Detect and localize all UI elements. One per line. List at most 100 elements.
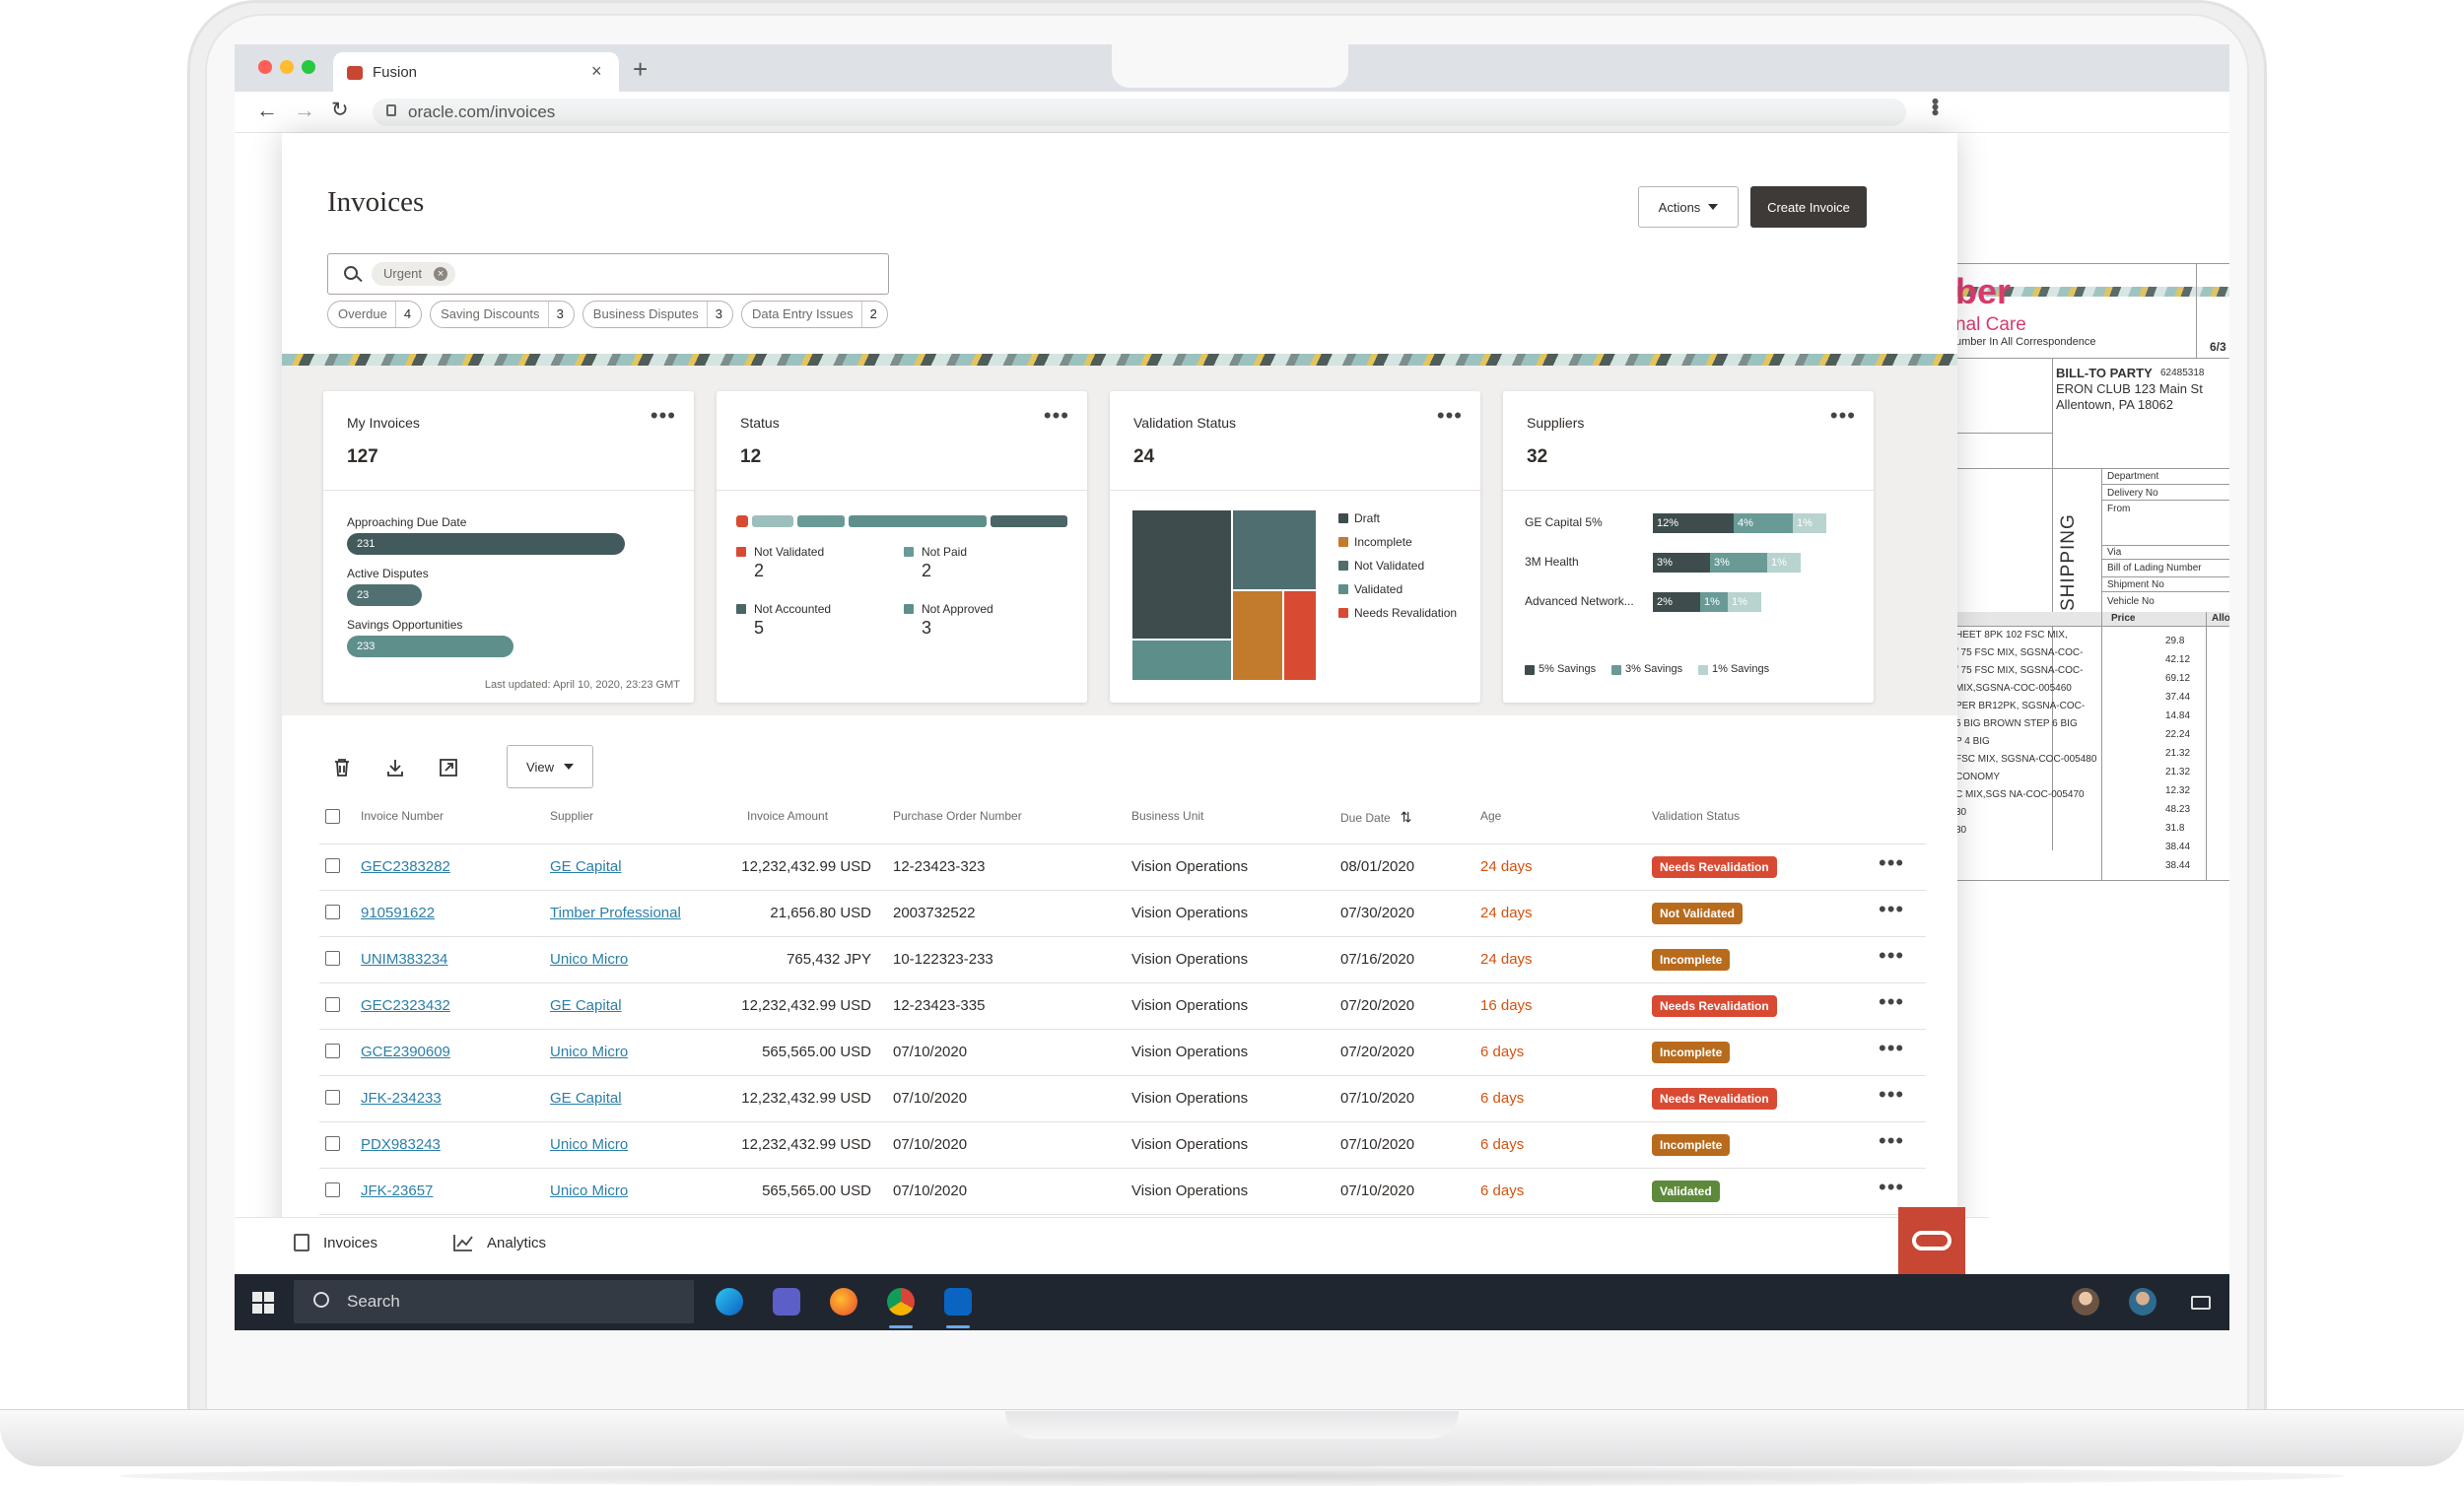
url-field[interactable]: oracle.com/invoices [373,99,1906,126]
export-icon[interactable] [438,757,459,778]
supplier-bar-segment[interactable]: 1% [1700,592,1728,612]
col-po-number[interactable]: Purchase Order Number [893,809,1022,823]
row-checkbox[interactable] [325,1182,340,1197]
invoice-number-link[interactable]: 910591622 [361,905,436,921]
windows-start-icon[interactable] [252,1292,274,1314]
supplier-bar-segment[interactable]: 12% [1653,513,1734,533]
teams-icon[interactable] [773,1288,800,1316]
suppliers-card[interactable]: Suppliers 32 ••• GE Capital 5% 12% 4% 1% 3M … [1503,391,1874,703]
outlook-icon[interactable] [944,1288,972,1316]
row-actions-icon[interactable]: ••• [1879,989,1905,1014]
actions-button[interactable]: Actions [1638,186,1739,228]
row-actions-icon[interactable]: ••• [1879,1036,1905,1060]
browser-tab[interactable]: Fusion × [333,52,619,92]
taskbar-search-input[interactable]: Search [294,1280,694,1323]
invoice-number-link[interactable]: UNIM383234 [361,951,448,968]
chrome-icon[interactable] [887,1288,915,1316]
supplier-link[interactable]: Unico Micro [550,951,629,968]
col-validation-status[interactable]: Validation Status [1652,809,1741,823]
filter-chip[interactable]: Overdue 4 [327,301,423,328]
table-row[interactable]: JFK-234233 GE Capital 12,232,432.99 USD 07/… [319,1076,1926,1122]
oracle-assistant-button[interactable] [1898,1207,1965,1274]
table-row[interactable]: GEC2383282 GE Capital 12,232,432.99 USD 12-… [319,844,1926,891]
row-checkbox[interactable] [325,1044,340,1058]
invoice-number-link[interactable]: JFK-234233 [361,1090,442,1107]
row-actions-icon[interactable]: ••• [1879,850,1905,875]
forward-arrow-icon[interactable]: → [294,98,315,122]
urgent-filter-chip[interactable]: Urgent × [372,262,456,286]
table-row[interactable]: GEC2323432 GE Capital 12,232,432.99 USD 12-… [319,983,1926,1030]
invoice-number-link[interactable]: GCE2390609 [361,1044,450,1060]
table-row[interactable]: PDX983243 Unico Micro 12,232,432.99 USD 07/… [319,1122,1926,1169]
supplier-link[interactable]: Timber Professional [550,905,681,921]
supplier-bar-segment[interactable]: 1% [1728,592,1761,612]
validation-status-card[interactable]: Validation Status 24 ••• Draft Incomplete… [1110,391,1480,703]
download-icon[interactable] [384,757,406,778]
col-age[interactable]: Age [1480,809,1502,823]
close-window-button[interactable] [258,60,272,74]
supplier-bar-segment[interactable]: 4% [1734,513,1793,533]
row-checkbox[interactable] [325,905,340,919]
invoice-number-link[interactable]: GEC2383282 [361,858,450,875]
row-checkbox[interactable] [325,1090,340,1105]
select-all-checkbox[interactable] [325,809,340,824]
status-card[interactable]: Status 12 ••• Not Validated 2 Not Paid 2 Not… [717,391,1087,703]
filter-chip[interactable]: Saving Discounts 3 [430,301,575,328]
table-row[interactable]: JFK-23657 Unico Micro 565,565.00 USD 07/10/… [319,1169,1926,1215]
more-options-icon[interactable]: ••• [1043,403,1069,428]
invoice-number-link[interactable]: GEC2323432 [361,997,450,1014]
minimize-window-button[interactable] [280,60,294,74]
tab-close-icon[interactable]: × [591,61,602,81]
clear-chip-icon[interactable]: × [434,267,448,281]
firefox-icon[interactable] [830,1288,857,1316]
row-actions-icon[interactable]: ••• [1879,943,1905,968]
avatar[interactable] [2072,1288,2099,1316]
more-options-icon[interactable]: ••• [1829,403,1856,428]
supplier-link[interactable]: GE Capital [550,997,622,1014]
new-tab-button[interactable]: + [633,54,649,84]
row-checkbox[interactable] [325,858,340,873]
more-options-icon[interactable]: ••• [1436,403,1463,428]
reload-icon[interactable]: ↻ [331,99,349,121]
supplier-link[interactable]: GE Capital [550,858,622,875]
nav-analytics[interactable]: Analytics [453,1234,546,1251]
col-invoice-amount[interactable]: Invoice Amount [747,809,829,823]
supplier-bar-segment[interactable]: 1% [1793,513,1826,533]
invoice-number-link[interactable]: PDX983243 [361,1136,441,1153]
invoice-number-link[interactable]: JFK-23657 [361,1182,434,1199]
col-supplier[interactable]: Supplier [550,809,594,823]
notifications-icon[interactable] [2191,1296,2211,1310]
view-menu-button[interactable]: View [507,745,593,788]
nav-invoices[interactable]: Invoices [294,1234,377,1251]
col-business-unit[interactable]: Business Unit [1131,809,1204,823]
supplier-link[interactable]: GE Capital [550,1090,622,1107]
browser-menu-icon[interactable]: ••• [1923,98,1948,115]
maximize-window-button[interactable] [302,60,315,74]
bar-value[interactable]: 231 [347,533,625,555]
table-row[interactable]: 910591622 Timber Professional 21,656.80 US… [319,891,1926,937]
supplier-bar-segment[interactable]: 1% [1767,553,1801,573]
my-invoices-card[interactable]: My Invoices 127 ••• Approaching Due Date… [323,391,694,703]
supplier-link[interactable]: Unico Micro [550,1136,629,1153]
col-due-date[interactable]: Due Date ⇅ [1340,809,1412,825]
edge-icon[interactable] [716,1288,743,1316]
row-checkbox[interactable] [325,997,340,1012]
supplier-link[interactable]: Unico Micro [550,1044,629,1060]
more-options-icon[interactable]: ••• [650,403,676,428]
supplier-bar-segment[interactable]: 2% [1653,592,1700,612]
avatar[interactable] [2129,1288,2156,1316]
row-actions-icon[interactable]: ••• [1879,1082,1905,1107]
delete-icon[interactable] [331,757,353,778]
row-checkbox[interactable] [325,951,340,966]
supplier-bar-segment[interactable]: 3% [1653,553,1710,573]
bar-value[interactable]: 23 [347,584,422,606]
search-input[interactable]: Urgent × [327,253,889,295]
supplier-link[interactable]: Unico Micro [550,1182,629,1199]
filter-chip[interactable]: Data Entry Issues 2 [740,301,888,328]
create-invoice-button[interactable]: Create Invoice [1750,186,1867,228]
supplier-bar-segment[interactable]: 3% [1710,553,1767,573]
filter-chip[interactable]: Business Disputes 3 [582,301,733,328]
bar-value[interactable]: 233 [347,636,513,657]
table-row[interactable]: UNIM383234 Unico Micro 765,432 JPY 10-12232… [319,937,1926,983]
row-actions-icon[interactable]: ••• [1879,897,1905,921]
